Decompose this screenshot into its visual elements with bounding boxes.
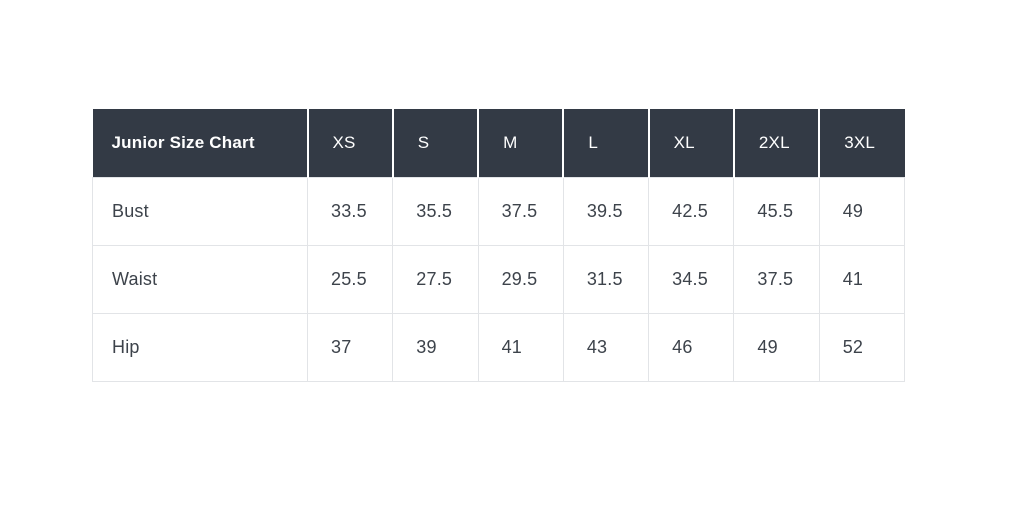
table-row-waist: Waist 25.5 27.5 29.5 31.5 34.5 37.5 41 (92, 244, 906, 314)
value-cell: 33.5 (306, 176, 394, 246)
value-cell: 25.5 (306, 244, 394, 314)
column-header-m: M (477, 109, 564, 177)
column-header-s: S (391, 109, 479, 177)
value-cell: 34.5 (648, 244, 735, 314)
column-header-l: L (562, 109, 649, 177)
column-header-xl: XL (647, 109, 734, 177)
value-cell: 35.5 (392, 176, 479, 246)
value-cell: 42.5 (648, 176, 735, 246)
value-cell: 43 (562, 312, 650, 382)
table-title-cell: Junior Size Chart (92, 109, 308, 177)
value-cell: 49 (733, 312, 820, 382)
column-header-2xl: 2XL (732, 109, 820, 177)
table-row-bust: Bust 33.5 35.5 37.5 39.5 42.5 45.5 49 (92, 176, 906, 246)
column-header-xs: XS (306, 109, 393, 177)
row-label-waist: Waist (92, 244, 308, 314)
row-label-hip: Hip (92, 312, 308, 382)
value-cell: 31.5 (562, 244, 650, 314)
value-cell: 46 (648, 312, 735, 382)
value-cell: 37.5 (477, 176, 564, 246)
value-cell: 37.5 (733, 244, 820, 314)
junior-size-chart: Junior Size Chart XS S M L XL 2XL 3XL Bu… (92, 109, 906, 382)
value-cell: 37 (306, 312, 394, 382)
junior-size-chart-table: Junior Size Chart XS S M L XL 2XL 3XL Bu… (92, 109, 906, 382)
column-header-3xl: 3XL (818, 109, 905, 177)
value-cell: 49 (818, 176, 906, 246)
value-cell: 41 (477, 312, 564, 382)
table-header-row: Junior Size Chart XS S M L XL 2XL 3XL (92, 109, 905, 177)
value-cell: 39.5 (562, 176, 650, 246)
value-cell: 39 (392, 312, 479, 382)
value-cell: 45.5 (733, 176, 820, 246)
value-cell: 41 (818, 244, 906, 314)
value-cell: 29.5 (477, 244, 564, 314)
value-cell: 27.5 (392, 244, 479, 314)
row-label-bust: Bust (92, 176, 308, 246)
table-row-hip: Hip 37 39 41 43 46 49 52 (92, 312, 906, 382)
value-cell: 52 (818, 312, 906, 382)
